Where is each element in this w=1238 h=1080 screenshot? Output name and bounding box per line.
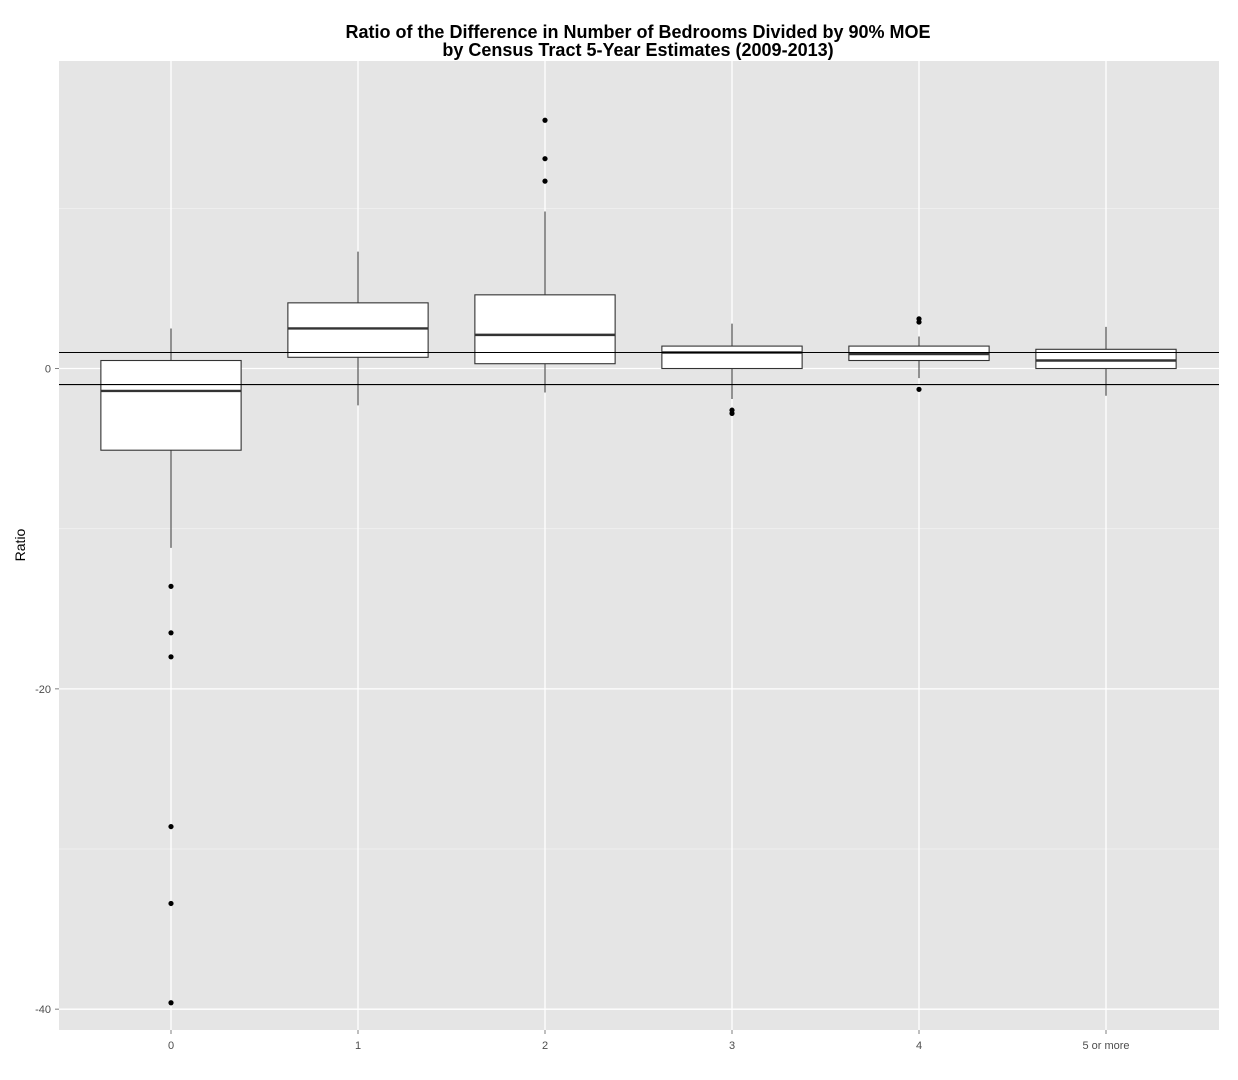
y-tick-label: -20 bbox=[35, 684, 51, 696]
outlier-point bbox=[168, 654, 174, 660]
outlier-point bbox=[542, 178, 548, 184]
outlier-point bbox=[542, 117, 548, 123]
outlier-point bbox=[168, 1000, 174, 1006]
box-2 bbox=[287, 251, 429, 406]
box-1 bbox=[100, 328, 242, 1006]
box-body bbox=[661, 345, 803, 370]
outlier-point bbox=[168, 583, 174, 589]
x-tick-label: 3 bbox=[729, 1040, 735, 1052]
y-axis-ticks: 0 -20 -40 bbox=[35, 364, 59, 1016]
reference-lines bbox=[59, 351, 1219, 386]
x-tick-label: 2 bbox=[542, 1040, 548, 1052]
box-body bbox=[474, 294, 616, 365]
x-tick-label: 5 or more bbox=[1082, 1040, 1129, 1052]
x-tick-label: 4 bbox=[916, 1040, 922, 1052]
box-body bbox=[1035, 348, 1177, 370]
x-tick-label: 1 bbox=[355, 1040, 361, 1052]
box-5 bbox=[848, 316, 990, 392]
plot-panel bbox=[59, 61, 1219, 1030]
outlier-point bbox=[916, 319, 922, 325]
box-body bbox=[100, 359, 242, 451]
box-6 bbox=[1035, 326, 1177, 396]
box-series bbox=[100, 117, 1177, 1006]
y-tick-label: 0 bbox=[45, 364, 51, 376]
outlier-point bbox=[168, 900, 174, 907]
x-axis-ticks: 0 1 2 3 4 5 or more bbox=[168, 1030, 1130, 1052]
outlier-point bbox=[168, 823, 174, 830]
chart-title-line-2: by Census Tract 5-Year Estimates (2009-2… bbox=[442, 40, 833, 60]
outlier-point bbox=[542, 156, 548, 162]
y-axis-title: Ratio bbox=[12, 528, 28, 561]
chart-title-line-1: Ratio of the Difference in Number of Bed… bbox=[345, 22, 930, 42]
grid-lines bbox=[59, 61, 1219, 1030]
outlier-point bbox=[916, 386, 922, 392]
outlier-point bbox=[729, 410, 735, 416]
outlier-point bbox=[168, 630, 174, 636]
box-body bbox=[287, 302, 429, 358]
x-tick-label: 0 bbox=[168, 1040, 174, 1052]
y-tick-label: -40 bbox=[35, 1004, 51, 1016]
